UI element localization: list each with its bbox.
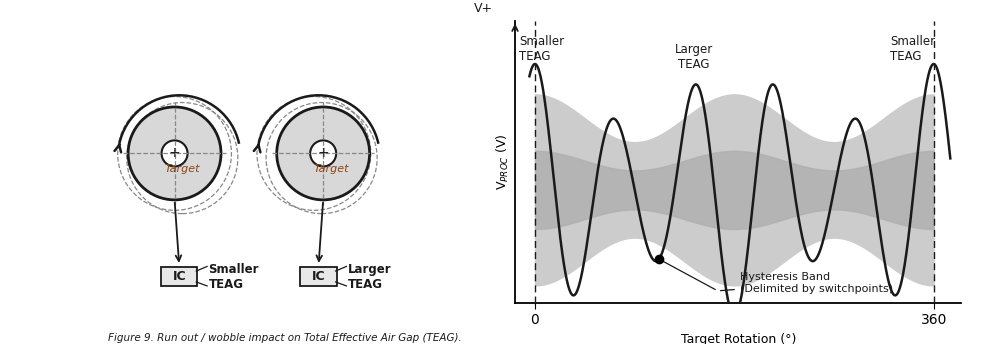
Text: Hysteresis Band
(Delimited by switchpoints): Hysteresis Band (Delimited by switchpoin… [720, 272, 893, 294]
Text: V+: V+ [474, 2, 493, 15]
Text: IC: IC [173, 270, 186, 283]
FancyBboxPatch shape [161, 267, 197, 286]
Text: Smaller
TEAG: Smaller TEAG [890, 35, 935, 63]
Text: Smaller
TEAG: Smaller TEAG [209, 263, 259, 291]
Text: Larger
TEAG: Larger TEAG [348, 263, 391, 291]
Text: Larger
TEAG: Larger TEAG [675, 43, 712, 71]
Circle shape [310, 140, 336, 166]
Circle shape [162, 140, 187, 166]
Text: Smaller
TEAG: Smaller TEAG [520, 35, 565, 63]
Circle shape [277, 107, 370, 200]
FancyBboxPatch shape [300, 267, 336, 286]
X-axis label: Target Rotation (°): Target Rotation (°) [681, 333, 796, 344]
Text: +: + [318, 147, 329, 160]
Circle shape [129, 107, 221, 200]
Text: Target: Target [165, 164, 200, 174]
Text: Target: Target [313, 164, 348, 174]
Text: IC: IC [312, 270, 326, 283]
Y-axis label: V$_{PROC}$ (V): V$_{PROC}$ (V) [494, 133, 511, 190]
Text: +: + [169, 147, 181, 160]
Text: Figure 9. Run out / wobble impact on Total Effective Air Gap (TEAG).: Figure 9. Run out / wobble impact on Tot… [108, 333, 462, 343]
